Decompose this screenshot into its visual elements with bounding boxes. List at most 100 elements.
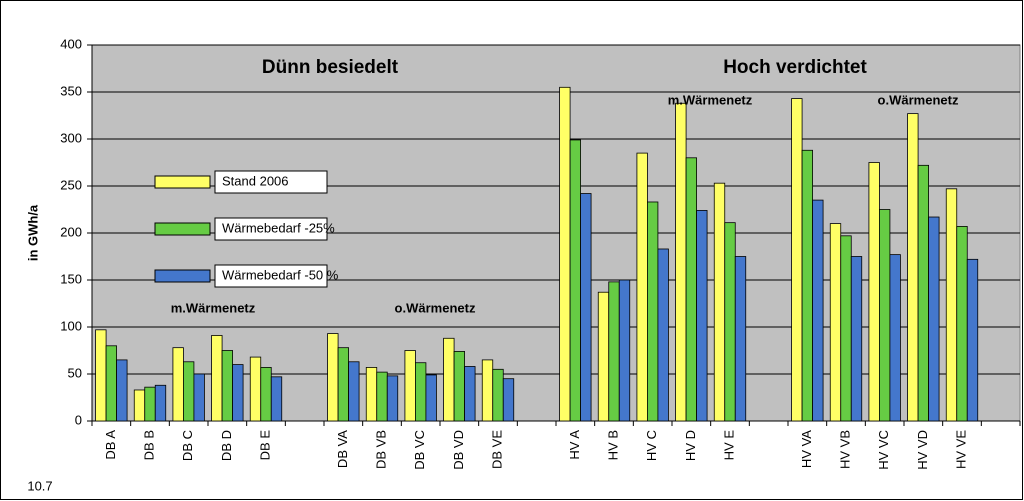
bar xyxy=(829,223,842,422)
bar xyxy=(365,367,378,422)
bar xyxy=(348,361,360,422)
y-tick-label: 250 xyxy=(60,177,82,192)
annotation: Hoch verdichtet xyxy=(723,57,867,78)
legend-label: Stand 2006 xyxy=(222,173,289,188)
bar xyxy=(812,199,824,422)
x-tick-label: DB B xyxy=(141,430,156,460)
annotation: m.Wärmenetz xyxy=(171,300,256,315)
x-tick-label: DB VC xyxy=(412,430,427,470)
x-tick-label: DB C xyxy=(180,430,195,461)
legend-label: Wärmebedarf -50 % xyxy=(222,267,339,282)
legend-label: Wärmebedarf -25% xyxy=(222,220,335,235)
bar xyxy=(850,256,863,422)
legend-swatch xyxy=(154,269,211,283)
legend-swatch xyxy=(154,222,211,236)
y-tick-label: 350 xyxy=(60,83,82,98)
bar xyxy=(270,376,283,422)
bar xyxy=(260,367,272,422)
annotation: o.Wärmenetz xyxy=(395,300,476,315)
x-tick-label: DB D xyxy=(219,430,234,461)
bar xyxy=(443,337,455,422)
bar xyxy=(657,248,669,422)
x-tick-label: HV E xyxy=(721,430,736,461)
bar xyxy=(559,86,571,422)
x-tick-label: DB VD xyxy=(451,430,466,470)
x-tick-label: DB VE xyxy=(489,430,504,469)
bar xyxy=(889,254,901,422)
x-tick-label: HV C xyxy=(644,430,659,461)
bar xyxy=(618,279,631,422)
x-tick-label: HV VD xyxy=(915,430,930,470)
bar xyxy=(116,359,128,422)
bar xyxy=(734,256,747,422)
bar xyxy=(172,347,184,422)
x-tick-label: DB A xyxy=(103,430,118,460)
x-tick-label: DB VB xyxy=(373,430,388,469)
x-tick-label: HV VA xyxy=(799,430,814,468)
bar xyxy=(386,375,399,422)
bar xyxy=(453,351,465,422)
legend-box xyxy=(214,217,328,241)
bar xyxy=(492,368,504,422)
y-tick-label: 300 xyxy=(60,130,82,145)
bar xyxy=(415,362,427,422)
x-tick-label: HV VE xyxy=(953,430,968,469)
y-tick-label: 100 xyxy=(60,318,82,333)
bar xyxy=(868,162,880,422)
bar xyxy=(966,258,979,422)
bar xyxy=(193,373,205,422)
bar xyxy=(232,364,244,422)
annotation: 10.7 xyxy=(27,478,52,493)
x-tick-label: HV VB xyxy=(837,430,852,469)
bar xyxy=(337,347,349,422)
bar xyxy=(425,374,437,422)
y-axis-label: in GWh/a xyxy=(25,204,40,261)
x-tick-label: HV A xyxy=(567,430,582,460)
x-tick-label: HV B xyxy=(605,430,620,460)
annotation: o.Wärmenetz xyxy=(878,92,959,107)
bar xyxy=(183,361,195,422)
bar xyxy=(724,222,736,422)
bar xyxy=(154,384,167,422)
x-tick-label: HV VC xyxy=(876,430,891,470)
y-tick-label: 150 xyxy=(60,271,82,286)
bar xyxy=(675,102,687,422)
legend-swatch xyxy=(154,175,211,189)
bar xyxy=(144,386,156,422)
bar xyxy=(879,209,891,422)
annotation: m.Wärmenetz xyxy=(668,92,753,107)
bar xyxy=(404,350,416,422)
bar xyxy=(685,157,697,422)
bar xyxy=(376,371,388,422)
bar xyxy=(569,139,581,422)
x-tick-label: DB VA xyxy=(335,430,350,468)
y-tick-label: 200 xyxy=(60,224,82,239)
bar xyxy=(956,226,968,422)
legend-box xyxy=(214,170,328,194)
y-tick-label: 50 xyxy=(68,365,82,380)
bar xyxy=(580,193,592,422)
bar xyxy=(636,152,648,422)
bar xyxy=(907,113,919,422)
legend-box xyxy=(214,264,328,288)
y-tick-label: 0 xyxy=(75,412,82,427)
bar xyxy=(696,210,708,422)
bar xyxy=(211,335,223,422)
bar xyxy=(249,356,262,422)
bar xyxy=(608,281,620,422)
bar xyxy=(597,291,610,422)
bar xyxy=(840,235,852,422)
bar xyxy=(502,378,515,422)
bar xyxy=(481,359,494,422)
x-tick-label: HV D xyxy=(683,430,698,461)
bar xyxy=(95,329,107,422)
bar xyxy=(105,345,117,422)
bar xyxy=(327,333,339,422)
y-tick-label: 400 xyxy=(60,36,82,51)
bar xyxy=(133,389,146,422)
annotation: Dünn besiedelt xyxy=(262,57,399,78)
bar xyxy=(928,216,940,422)
bar xyxy=(464,366,476,422)
bar xyxy=(917,164,929,422)
